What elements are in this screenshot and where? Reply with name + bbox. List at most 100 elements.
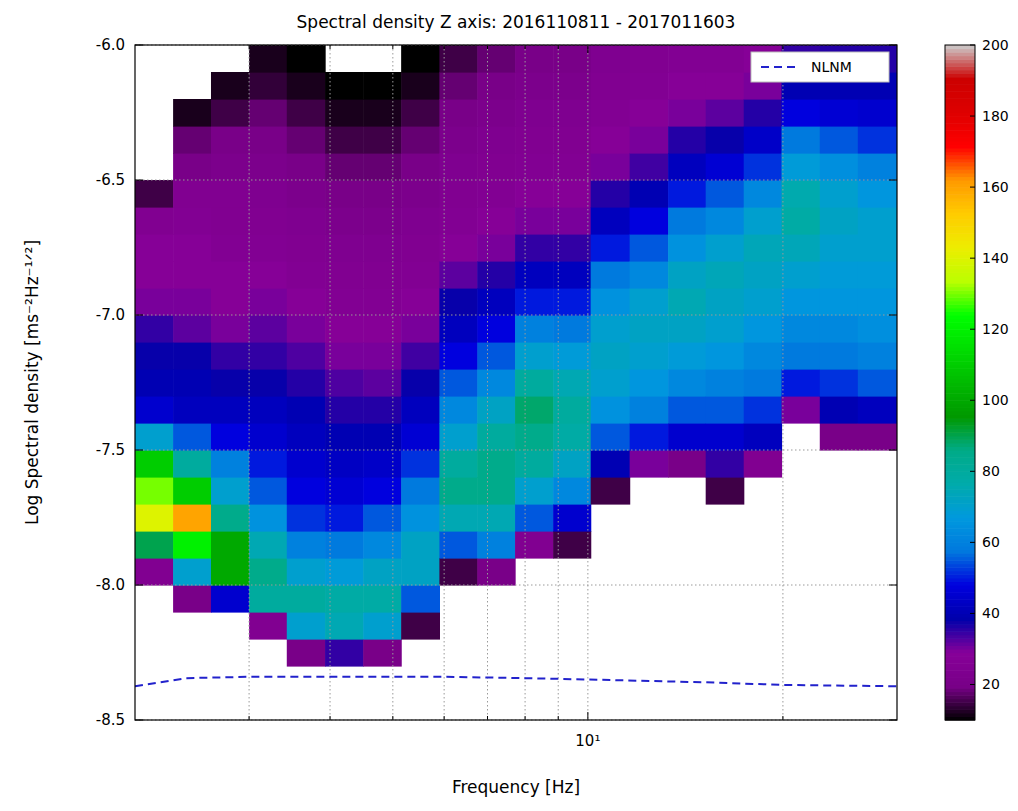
colorbar-segment	[945, 656, 975, 660]
colorbar-segment	[945, 198, 975, 202]
heat-cell	[781, 369, 820, 397]
heat-cell	[363, 288, 402, 316]
heat-cell	[173, 693, 211, 720]
heat-cell	[668, 153, 706, 181]
heat-cell	[477, 342, 515, 370]
y-tick-label: -6.5	[96, 171, 125, 189]
heat-cell	[820, 342, 859, 370]
heat-cell	[249, 531, 287, 559]
colorbar-segment	[945, 443, 975, 447]
y-tick	[135, 450, 143, 451]
heat-cell	[439, 234, 477, 262]
colorbar-tick-label: 140	[982, 250, 1009, 266]
heat-cell	[439, 585, 477, 613]
colorbar-segment	[945, 684, 975, 688]
heat-cell	[439, 180, 477, 208]
heat-cell	[287, 126, 326, 154]
heat-cell	[820, 504, 859, 532]
heat-cell	[287, 207, 326, 235]
heat-cell	[325, 612, 364, 640]
heat-cell	[744, 207, 782, 235]
heat-cell	[591, 126, 631, 154]
colorbar-segment	[945, 336, 975, 340]
heat-cell	[363, 369, 402, 397]
heat-cell	[744, 477, 782, 505]
heat-cell	[781, 639, 820, 667]
grid-line	[330, 45, 331, 720]
heat-cell	[249, 153, 287, 181]
colorbar-segment	[945, 141, 975, 145]
heat-cell	[630, 153, 669, 181]
heat-cell	[173, 450, 211, 478]
heat-cell	[820, 639, 859, 667]
colorbar-segment	[945, 98, 975, 102]
x-tick	[587, 45, 588, 53]
heat-cell	[325, 666, 364, 694]
colorbar-segment	[945, 205, 975, 209]
heat-cell	[668, 531, 706, 559]
colorbar-segment	[945, 478, 975, 482]
heat-cell	[781, 693, 820, 720]
heat-cell	[363, 666, 402, 694]
heat-cell	[477, 234, 515, 262]
heat-cell	[744, 180, 782, 208]
colorbar-segment	[945, 446, 975, 450]
heat-cell	[249, 315, 287, 343]
colorbar-segment	[945, 507, 975, 511]
heat-cell	[287, 72, 326, 100]
heat-cell	[591, 504, 631, 532]
heat-cell	[515, 504, 554, 532]
heat-cell	[820, 126, 859, 154]
colorbar-segment	[945, 383, 975, 387]
heat-cell	[325, 585, 364, 613]
heat-cell	[135, 450, 174, 478]
heat-cell	[363, 693, 402, 720]
heat-cell	[706, 558, 745, 586]
heat-cell	[553, 693, 591, 720]
heat-cell	[401, 207, 440, 235]
heat-cell	[401, 396, 440, 424]
heat-cell	[439, 342, 477, 370]
heat-cell	[173, 315, 211, 343]
colorbar-segment	[945, 432, 975, 436]
heat-cell	[173, 639, 211, 667]
colorbar-segment	[945, 695, 975, 699]
colorbar-segment	[945, 127, 975, 131]
colorbar-segment	[945, 461, 975, 465]
heat-cell	[173, 261, 211, 289]
heat-cell	[363, 261, 402, 289]
colorbar-segment	[945, 564, 975, 568]
heat-cell	[135, 477, 174, 505]
heat-cell	[211, 342, 250, 370]
colorbar-tick	[970, 329, 975, 330]
heat-cell	[591, 423, 631, 451]
heat-cell	[135, 369, 174, 397]
heat-cell	[630, 423, 669, 451]
heat-cell	[173, 180, 211, 208]
colorbar-segment	[945, 457, 975, 461]
heat-cell	[630, 396, 669, 424]
colorbar-segment	[945, 681, 975, 685]
colorbar-segment	[945, 77, 975, 81]
heat-cell	[858, 234, 897, 262]
colorbar-segment	[945, 201, 975, 205]
heat-cell	[439, 693, 477, 720]
colorbar-segment	[945, 166, 975, 170]
colorbar-segment	[945, 237, 975, 241]
colorbar-segment	[945, 301, 975, 305]
colorbar-segment	[945, 653, 975, 657]
heat-cell	[477, 153, 515, 181]
heat-cell	[781, 126, 820, 154]
heat-cell	[173, 504, 211, 532]
heat-cell	[820, 369, 859, 397]
heat-cell	[820, 423, 859, 451]
heat-cell	[591, 342, 631, 370]
heat-cell	[706, 504, 745, 532]
heat-cell	[706, 639, 745, 667]
heat-cell	[553, 369, 591, 397]
heat-cell	[515, 450, 554, 478]
heat-cell	[135, 72, 174, 100]
colorbar-segment	[945, 475, 975, 479]
heat-cell	[477, 450, 515, 478]
heat-cell	[630, 477, 669, 505]
